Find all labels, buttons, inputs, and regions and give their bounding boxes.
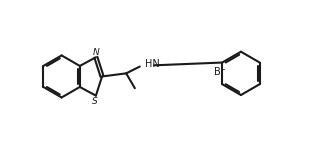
Text: S: S: [92, 97, 98, 106]
Text: N: N: [93, 48, 99, 57]
Text: HN: HN: [145, 59, 160, 69]
Text: Br: Br: [214, 67, 225, 77]
